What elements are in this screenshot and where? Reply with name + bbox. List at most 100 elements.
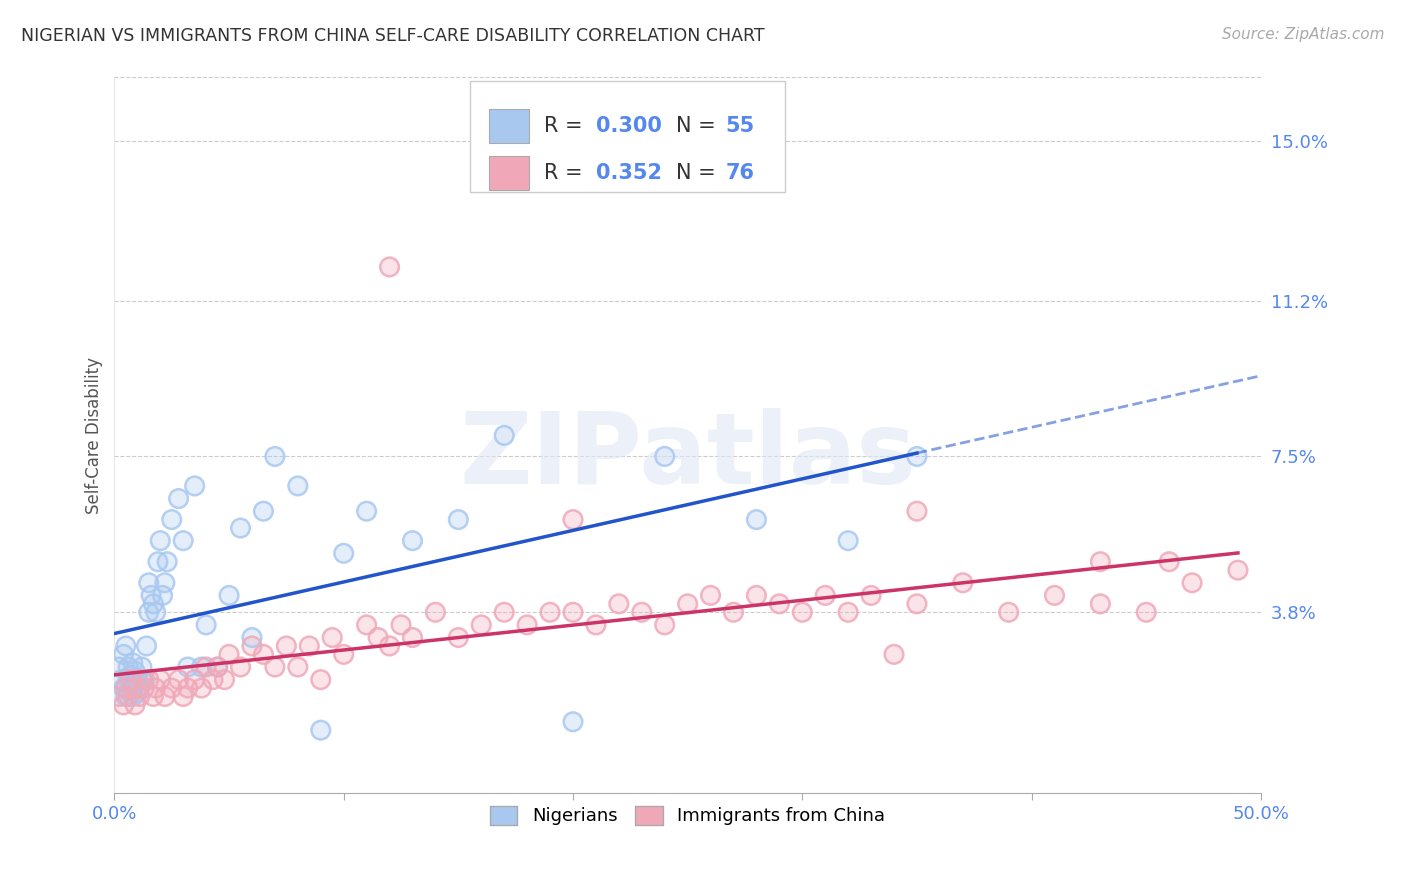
Point — [160, 513, 183, 527]
Point — [309, 673, 332, 687]
Point — [401, 631, 423, 645]
Text: NIGERIAN VS IMMIGRANTS FROM CHINA SELF-CARE DISABILITY CORRELATION CHART: NIGERIAN VS IMMIGRANTS FROM CHINA SELF-C… — [21, 27, 765, 45]
Point — [905, 597, 928, 611]
Point — [252, 648, 274, 662]
Point — [745, 589, 768, 603]
Point — [195, 660, 218, 674]
Point — [883, 648, 905, 662]
Point — [214, 673, 236, 687]
Point — [134, 673, 156, 687]
Point — [425, 605, 447, 619]
Point — [538, 605, 561, 619]
Point — [134, 673, 156, 687]
Point — [167, 491, 190, 506]
Point — [240, 639, 263, 653]
Point — [562, 605, 585, 619]
Point — [447, 513, 470, 527]
Point — [298, 639, 321, 653]
Point — [367, 631, 389, 645]
Point — [153, 690, 176, 704]
Point — [124, 664, 146, 678]
Point — [1090, 597, 1112, 611]
Point — [120, 681, 142, 695]
Point — [470, 618, 492, 632]
Point — [131, 673, 153, 687]
Point — [195, 660, 218, 674]
Point — [494, 605, 516, 619]
Point — [837, 533, 859, 548]
Point — [1181, 575, 1204, 590]
Point — [207, 660, 229, 674]
Point — [149, 673, 172, 687]
Point — [309, 723, 332, 738]
Point — [138, 605, 160, 619]
Point — [229, 660, 252, 674]
Point — [676, 597, 699, 611]
Point — [115, 639, 138, 653]
Point — [138, 575, 160, 590]
Point — [309, 723, 332, 738]
Point — [214, 673, 236, 687]
Point — [389, 618, 412, 632]
Point — [127, 681, 149, 695]
Point — [127, 681, 149, 695]
Point — [494, 428, 516, 442]
Point — [201, 673, 224, 687]
Point — [131, 660, 153, 674]
Point — [172, 690, 194, 704]
Point — [121, 690, 143, 704]
Point — [124, 698, 146, 712]
Point — [108, 660, 131, 674]
Point — [218, 648, 240, 662]
Point — [120, 668, 142, 682]
Point — [115, 690, 138, 704]
Text: 0.300: 0.300 — [596, 116, 662, 136]
Point — [183, 673, 205, 687]
Point — [145, 605, 167, 619]
Point — [112, 648, 135, 662]
Point — [905, 597, 928, 611]
Point — [153, 690, 176, 704]
Point — [860, 589, 883, 603]
Point — [562, 605, 585, 619]
Point — [135, 639, 157, 653]
Point — [124, 698, 146, 712]
Point — [837, 605, 859, 619]
Point — [252, 648, 274, 662]
Point — [252, 504, 274, 518]
Point — [110, 673, 132, 687]
Point — [120, 681, 142, 695]
Point — [264, 660, 287, 674]
Point — [332, 648, 354, 662]
Point — [562, 513, 585, 527]
Point — [745, 513, 768, 527]
Point — [287, 660, 309, 674]
Point — [160, 681, 183, 695]
Point — [356, 618, 378, 632]
Point — [997, 605, 1019, 619]
Point — [1159, 555, 1181, 569]
Point — [201, 673, 224, 687]
Point — [124, 677, 146, 691]
Point — [1043, 589, 1066, 603]
Point — [905, 450, 928, 464]
Point — [156, 555, 179, 569]
Text: N =: N = — [676, 163, 723, 183]
Point — [108, 690, 131, 704]
Point — [124, 664, 146, 678]
Point — [183, 479, 205, 493]
Point — [332, 546, 354, 560]
Point — [447, 513, 470, 527]
Point — [177, 660, 200, 674]
Y-axis label: Self-Care Disability: Self-Care Disability — [86, 357, 103, 514]
Point — [1226, 563, 1249, 577]
Point — [138, 575, 160, 590]
Point — [321, 631, 343, 645]
Point — [494, 428, 516, 442]
Point — [127, 673, 149, 687]
Point — [229, 521, 252, 535]
Point — [138, 673, 160, 687]
Point — [607, 597, 630, 611]
Point — [172, 533, 194, 548]
Point — [792, 605, 814, 619]
